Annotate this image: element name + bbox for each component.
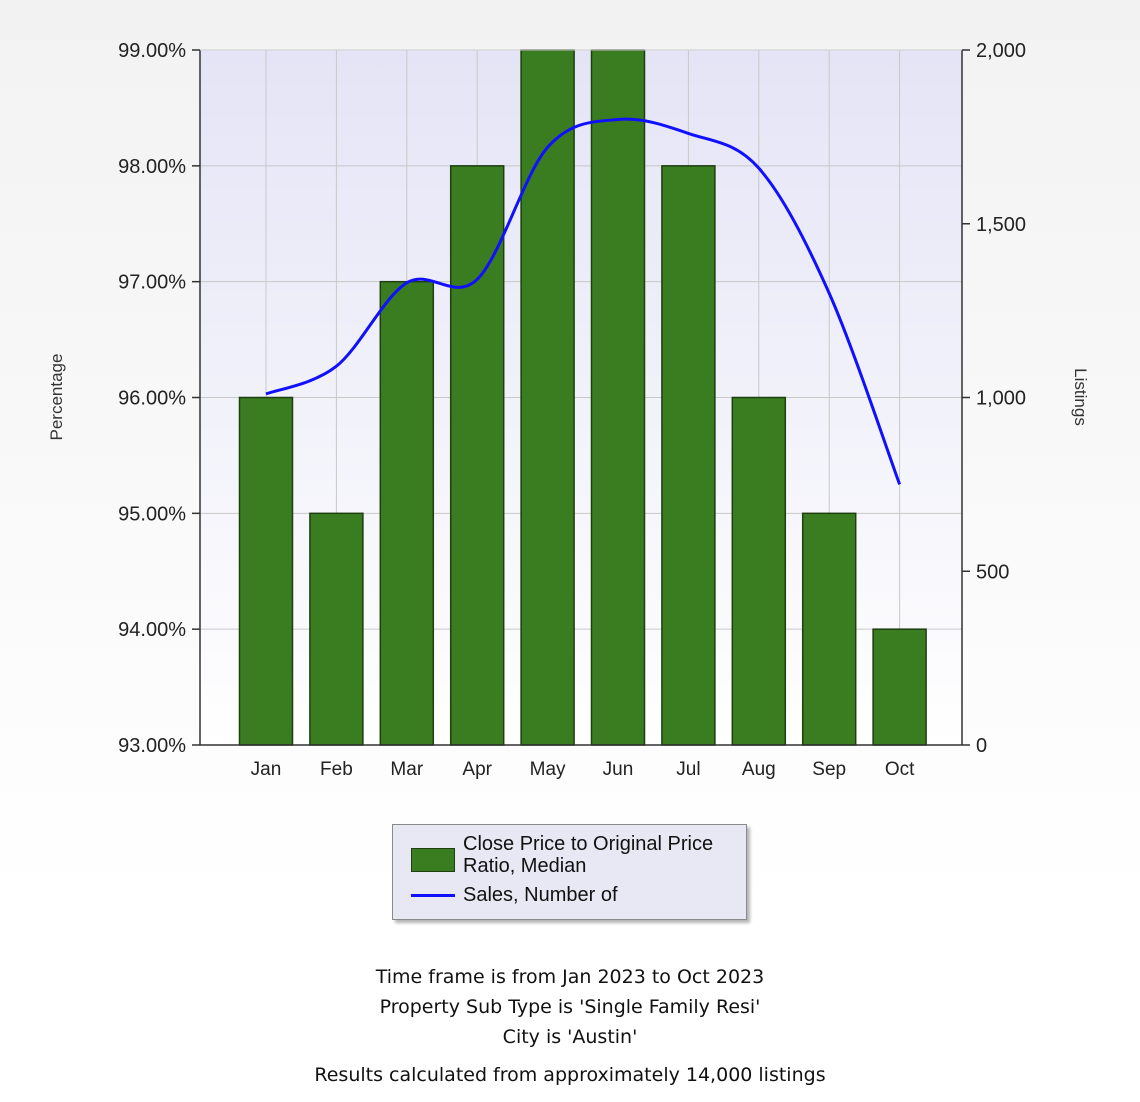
legend-bar-label: Close Price to Original Price Ratio, Med… [463,833,714,877]
bar-feb [309,512,364,746]
bar-series [238,49,927,746]
combo-chart: 93.00% 94.00% 95.00% 96.00% 97.00% 98.00% 99.0… [47,40,1090,780]
legend: Close Price to Original Price Ratio, Med… [392,824,747,920]
right-tick-label: 500 [976,561,1009,583]
x-tick-label-oct: Oct [885,759,915,780]
right-tick-label: 0 [976,735,987,757]
bar-sep [801,512,857,746]
left-tick-label: 96.00% [118,388,186,410]
left-tick-label: 98.00% [118,156,186,178]
property-subtype-text: Property Sub Type is 'Single Family Resi… [379,996,761,1018]
right-tick-label: 1,500 [976,214,1026,236]
time-frame-text: Time frame is from Jan 2023 to Oct 2023 [375,966,765,988]
city-text: City is 'Austin' [502,1026,638,1048]
x-tick-label-sep: Sep [812,759,846,780]
bar-apr [449,165,505,746]
x-tick-label-mar: Mar [390,759,423,780]
left-tick-label: 99.00% [118,40,186,62]
sales-line [265,117,902,485]
bar-may [520,49,575,746]
x-tick-label-jun: Jun [603,759,634,780]
right-tick-label: 1,000 [976,388,1026,410]
x-tick-label-apr: Apr [462,759,492,780]
bar-mar [379,280,435,746]
left-tick-label: 94.00% [118,619,186,641]
x-tick-label-jan: Jan [251,759,282,780]
report-criteria: Time frame is from Jan 2023 to Oct 2023 … [0,962,1140,1090]
bar-oct [872,628,927,746]
left-tick-label: 93.00% [118,735,186,757]
legend-line-swatch [411,894,455,897]
bar-jun [590,49,646,746]
x-tick-label-aug: Aug [742,759,776,780]
left-tick-label: 97.00% [118,272,186,294]
chart-area: 93.00% 94.00% 95.00% 96.00% 97.00% 98.00% 99.0… [0,0,1140,940]
right-axis-title: Listings [1071,368,1090,426]
left-axis-title: Percentage [47,354,66,441]
x-axis-ticks: Jan Feb Mar Apr May Jun Jul Aug Sep Oct [251,759,915,780]
left-tick-label: 95.00% [118,503,186,525]
right-tick-label: 2,000 [976,40,1026,62]
legend-line-label: Sales, Number of [463,884,618,906]
x-tick-label-jul: Jul [676,759,700,780]
right-axis-ticks: 0 500 1,000 1,500 2,000 [962,40,1026,757]
results-count-text: Results calculated from approximately 14… [314,1064,826,1086]
bar-jan [238,396,294,746]
legend-bar-swatch [411,848,455,872]
x-tick-label-feb: Feb [320,759,353,780]
x-tick-label-may: May [530,759,566,780]
left-axis-ticks: 93.00% 94.00% 95.00% 96.00% 97.00% 98.00% 99.0… [118,40,200,757]
bar-aug [731,396,787,746]
bar-jul [661,165,716,746]
